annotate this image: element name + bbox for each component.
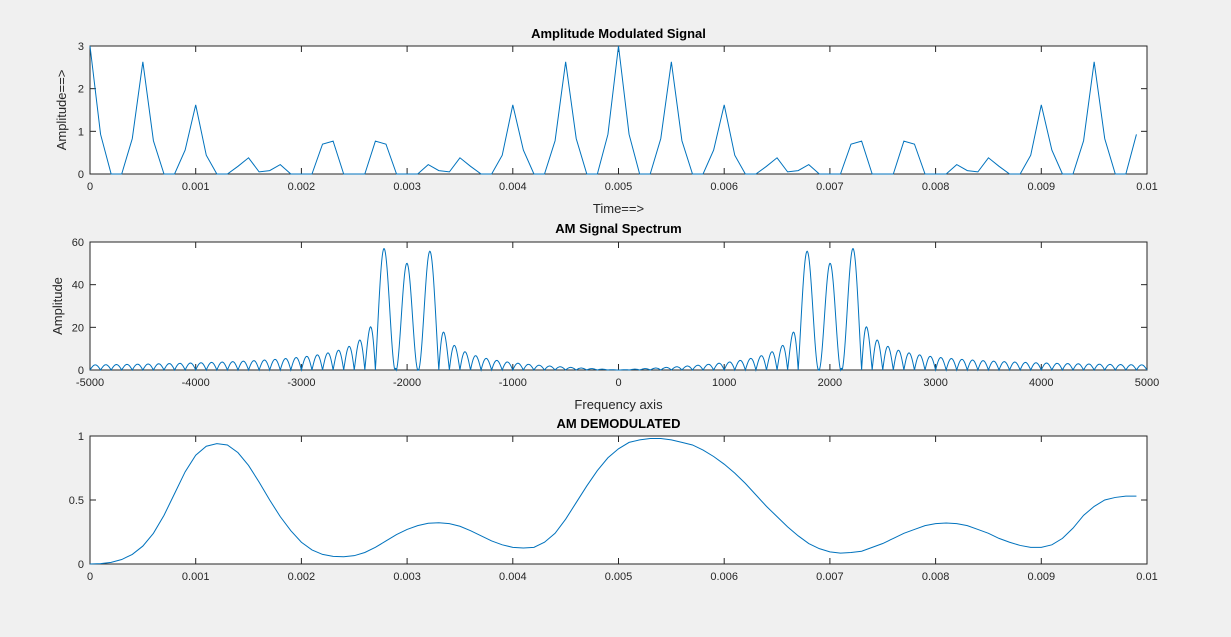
x-tick-label: 0.006 bbox=[710, 571, 738, 583]
demodulated-axes: 0 0.001 0.002 0.003 0.004 0.005 0.006 0.007 0.00… bbox=[69, 416, 1158, 583]
x-tick-label: 1000 bbox=[712, 377, 736, 389]
x-tick-label: -2000 bbox=[393, 377, 421, 389]
plot-area bbox=[89, 241, 1148, 371]
y-tick-label: 1 bbox=[78, 126, 84, 138]
y-tick-label: 2 bbox=[78, 84, 84, 96]
x-tick-label: 0.003 bbox=[393, 571, 421, 583]
spectrum-axes: -5000 -4000 -3000 -2000 -1000 0 1000 2000 3000 40… bbox=[50, 221, 1159, 412]
x-tick-label: 0.002 bbox=[288, 181, 316, 193]
chart-title: AM Signal Spectrum bbox=[555, 221, 681, 236]
x-tick-label: 0.009 bbox=[1028, 181, 1056, 193]
x-tick-label: -3000 bbox=[287, 377, 315, 389]
x-axis-label: Frequency axis bbox=[574, 397, 663, 412]
y-tick-label: 0.5 bbox=[69, 495, 84, 507]
y-tick-label: 60 bbox=[72, 237, 84, 249]
x-tick-label: -5000 bbox=[76, 377, 104, 389]
x-tick-label: 0.007 bbox=[816, 181, 844, 193]
plot-area bbox=[89, 435, 1148, 565]
x-tick-label: 4000 bbox=[1029, 377, 1053, 389]
y-tick-label: 40 bbox=[72, 280, 84, 292]
chart-title: Amplitude Modulated Signal bbox=[531, 26, 706, 41]
y-tick-label: 20 bbox=[72, 322, 84, 334]
x-tick-label: 0.008 bbox=[922, 181, 950, 193]
y-tick-label: 0 bbox=[78, 365, 84, 377]
x-tick-label: 0.005 bbox=[605, 181, 633, 193]
x-tick-label: 0.004 bbox=[499, 181, 527, 193]
x-tick-label: -1000 bbox=[499, 377, 527, 389]
x-tick-label: 0.001 bbox=[182, 571, 210, 583]
x-axis-label: Time==> bbox=[593, 201, 644, 216]
x-tick-label: 0.004 bbox=[499, 571, 527, 583]
y-tick-label: 1 bbox=[78, 431, 84, 443]
x-tick-label: 2000 bbox=[818, 377, 842, 389]
plot-area bbox=[89, 45, 1148, 175]
x-tick-label: 0.01 bbox=[1136, 181, 1157, 193]
y-axis-label: Amplitude==> bbox=[54, 70, 69, 151]
x-tick-label: 5000 bbox=[1135, 377, 1159, 389]
chart-title: AM DEMODULATED bbox=[557, 416, 681, 431]
y-axis-label: Amplitude bbox=[50, 277, 65, 335]
time-domain-axes: 0 0.001 0.002 0.003 0.004 0.005 0.006 0.007 0.00… bbox=[54, 26, 1158, 216]
x-tick-label: 0.008 bbox=[922, 571, 950, 583]
series-line bbox=[89, 248, 1148, 372]
series-line bbox=[89, 438, 1137, 565]
series-line bbox=[89, 45, 1137, 175]
x-tick-label: 0.006 bbox=[710, 181, 738, 193]
x-tick-label: 0 bbox=[87, 571, 93, 583]
y-tick-label: 3 bbox=[78, 41, 84, 53]
y-tick-label: 0 bbox=[78, 169, 84, 181]
x-tick-label: 0.005 bbox=[605, 571, 633, 583]
y-tick-label: 0 bbox=[78, 559, 84, 571]
x-tick-label: 0.007 bbox=[816, 571, 844, 583]
x-tick-label: 0.01 bbox=[1136, 571, 1157, 583]
x-tick-label: 0 bbox=[87, 181, 93, 193]
x-tick-label: 0.002 bbox=[288, 571, 316, 583]
x-tick-label: 3000 bbox=[923, 377, 947, 389]
x-tick-label: 0 bbox=[615, 377, 621, 389]
x-tick-label: 0.009 bbox=[1028, 571, 1056, 583]
x-tick-label: -4000 bbox=[182, 377, 210, 389]
x-tick-label: 0.003 bbox=[393, 181, 421, 193]
x-tick-label: 0.001 bbox=[182, 181, 210, 193]
